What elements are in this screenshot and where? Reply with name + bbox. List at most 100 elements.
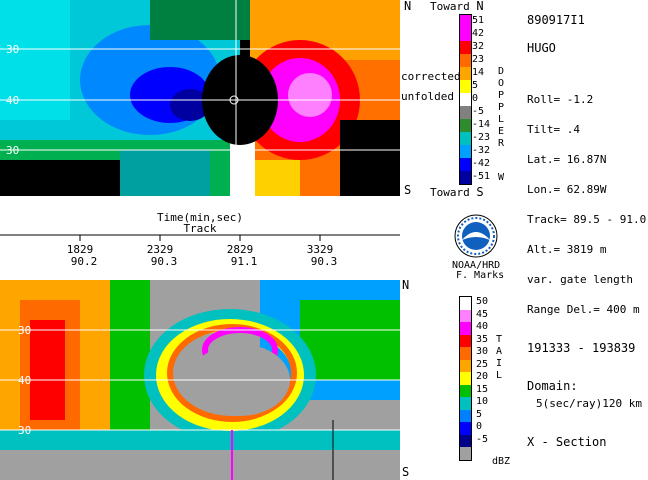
reflectivity-field — [0, 280, 400, 480]
time-axis-line — [0, 234, 400, 241]
doppler-south-label: S — [404, 183, 412, 197]
unfolded-label: unfolded — [401, 90, 454, 103]
doppler-colorbar-swatch — [460, 67, 471, 80]
reflectivity-scale-value: 40 — [476, 321, 489, 332]
reflectivity-scale-value: 50 — [476, 296, 489, 307]
doppler-velocity-panel: 30 40 30 — [0, 0, 400, 196]
doppler-colorbar-swatch — [460, 80, 471, 93]
reflectivity-scale-letter: A — [495, 346, 503, 357]
doppler-scale-letter: L — [497, 114, 505, 125]
gate-readout: var. gate length — [527, 273, 633, 286]
reflectivity-scale-value: 5 — [476, 408, 483, 420]
section-label: X - Section — [527, 435, 607, 449]
reflectivity-colorbar-swatch — [460, 397, 471, 410]
reflectivity-scale-value: 45 — [476, 308, 489, 320]
reflectivity-colorbar-swatch — [460, 334, 471, 347]
doppler-north-label: N — [404, 0, 412, 13]
track-readout: Track= 89.5 - 91.0 — [527, 213, 647, 226]
flight-id: 890917I1 — [527, 13, 585, 27]
doppler-scale-value: 5 — [472, 80, 479, 91]
time-tick-label: 2829 — [226, 243, 254, 256]
doppler-scale-value: 32 — [472, 41, 485, 52]
time-axis-title: Time(min,sec) — [156, 211, 244, 224]
refl-south-label: S — [402, 465, 410, 479]
doppler-colorbar-swatch — [460, 132, 471, 145]
doppler-scale-value: 51 — [472, 15, 485, 26]
toward-south-label: Toward S — [430, 186, 484, 199]
track-tick-label: 90.3 — [310, 255, 338, 268]
doppler-colorbar-swatch — [460, 106, 471, 119]
time-tick-label: 2329 — [146, 243, 174, 256]
reflectivity-colorbar-swatch — [460, 309, 471, 322]
time-tick-label: 3329 — [306, 243, 334, 256]
lat-readout: Lat.= 16.87N — [527, 153, 607, 166]
reflectivity-scale-value: 35 — [476, 333, 489, 345]
doppler-scale-value: -23 — [472, 132, 491, 143]
toward-north-letter: N — [476, 0, 484, 13]
doppler-scale-value: 23 — [472, 54, 485, 65]
corrected-label: corrected — [401, 70, 461, 83]
reflectivity-scale-value: -5 — [476, 433, 489, 445]
track-tick-label: 90.2 — [70, 255, 98, 268]
doppler-lat-label-top: 30 — [6, 43, 20, 56]
doppler-scale-value: 14 — [472, 67, 485, 78]
time-tick-label: 1829 — [66, 243, 94, 256]
reflectivity-colorbar-swatch — [460, 372, 471, 385]
noaa-logo-icon — [454, 214, 498, 258]
doppler-colorbar-swatch — [460, 145, 471, 158]
doppler-scale-letter: R — [497, 138, 505, 149]
doppler-scale-letter: O — [497, 78, 505, 89]
doppler-scale-value: -14 — [472, 119, 491, 130]
doppler-colorbar-swatch — [460, 171, 471, 184]
alt-readout: Alt.= 3819 m — [527, 243, 607, 256]
reflectivity-scale-letter: T — [495, 334, 503, 345]
doppler-scale-value: 0 — [472, 93, 479, 104]
toward-north-label: Toward N — [430, 0, 484, 13]
track-tick-label: 91.1 — [230, 255, 258, 268]
doppler-colorbar-swatch — [460, 28, 471, 41]
doppler-scale-letter: E — [497, 126, 505, 137]
doppler-scale-letter: D — [497, 66, 505, 77]
refl-north-label: N — [402, 278, 410, 292]
reflectivity-colorbar-swatch — [460, 434, 471, 447]
reflectivity-colorbar — [459, 296, 472, 461]
doppler-scale-end-letter: W — [497, 172, 505, 183]
domain-value: 5(sec/ray)120 km — [536, 397, 642, 410]
storm-name: HUGO — [527, 41, 556, 55]
doppler-scale-value: -5 — [472, 106, 485, 117]
track-tick-label: 90.3 — [150, 255, 178, 268]
reflectivity-scale-value: 10 — [476, 396, 489, 407]
reflectivity-panel: 30 40 30 — [0, 280, 400, 480]
doppler-scale-letter: P — [497, 102, 505, 113]
toward-south-letter: S — [476, 185, 484, 199]
doppler-scale-letter: P — [497, 90, 505, 101]
doppler-scale-value: -32 — [472, 145, 491, 156]
doppler-lat-label-mid: 40 — [6, 94, 20, 107]
time-range-readout: 191333 - 193839 — [527, 341, 636, 355]
reflectivity-unit: dBZ — [492, 456, 511, 467]
doppler-colorbar-swatch — [460, 15, 471, 28]
tilt-readout: Tilt= .4 — [527, 123, 580, 136]
reflectivity-colorbar-swatch — [460, 422, 471, 435]
logo-org: NOAA/HRD — [452, 260, 501, 271]
roll-readout: Roll= -1.2 — [527, 93, 594, 106]
reflectivity-scale-value: 25 — [476, 358, 489, 370]
doppler-velocity-field — [0, 0, 400, 196]
refl-lat-label-top: 30 — [18, 324, 32, 337]
doppler-scale-value: 42 — [472, 28, 485, 39]
reflectivity-scale-letter: I — [495, 358, 503, 369]
logo-author: F. Marks — [456, 270, 505, 281]
reflectivity-colorbar-swatch — [460, 359, 471, 372]
refl-lat-label-bottom: 30 — [18, 424, 32, 437]
reflectivity-colorbar-swatch — [460, 297, 471, 310]
domain-label: Domain: — [527, 379, 578, 393]
doppler-scale-value: -51 — [472, 171, 491, 182]
reflectivity-colorbar-swatch — [460, 322, 471, 335]
doppler-colorbar — [459, 14, 472, 185]
doppler-colorbar-swatch — [460, 41, 471, 54]
time-axis-subtitle: Track — [183, 222, 217, 235]
reflectivity-colorbar-swatch — [460, 409, 471, 422]
doppler-colorbar-swatch — [460, 158, 471, 171]
doppler-colorbar-swatch — [460, 119, 471, 132]
doppler-colorbar-swatch — [460, 54, 471, 67]
